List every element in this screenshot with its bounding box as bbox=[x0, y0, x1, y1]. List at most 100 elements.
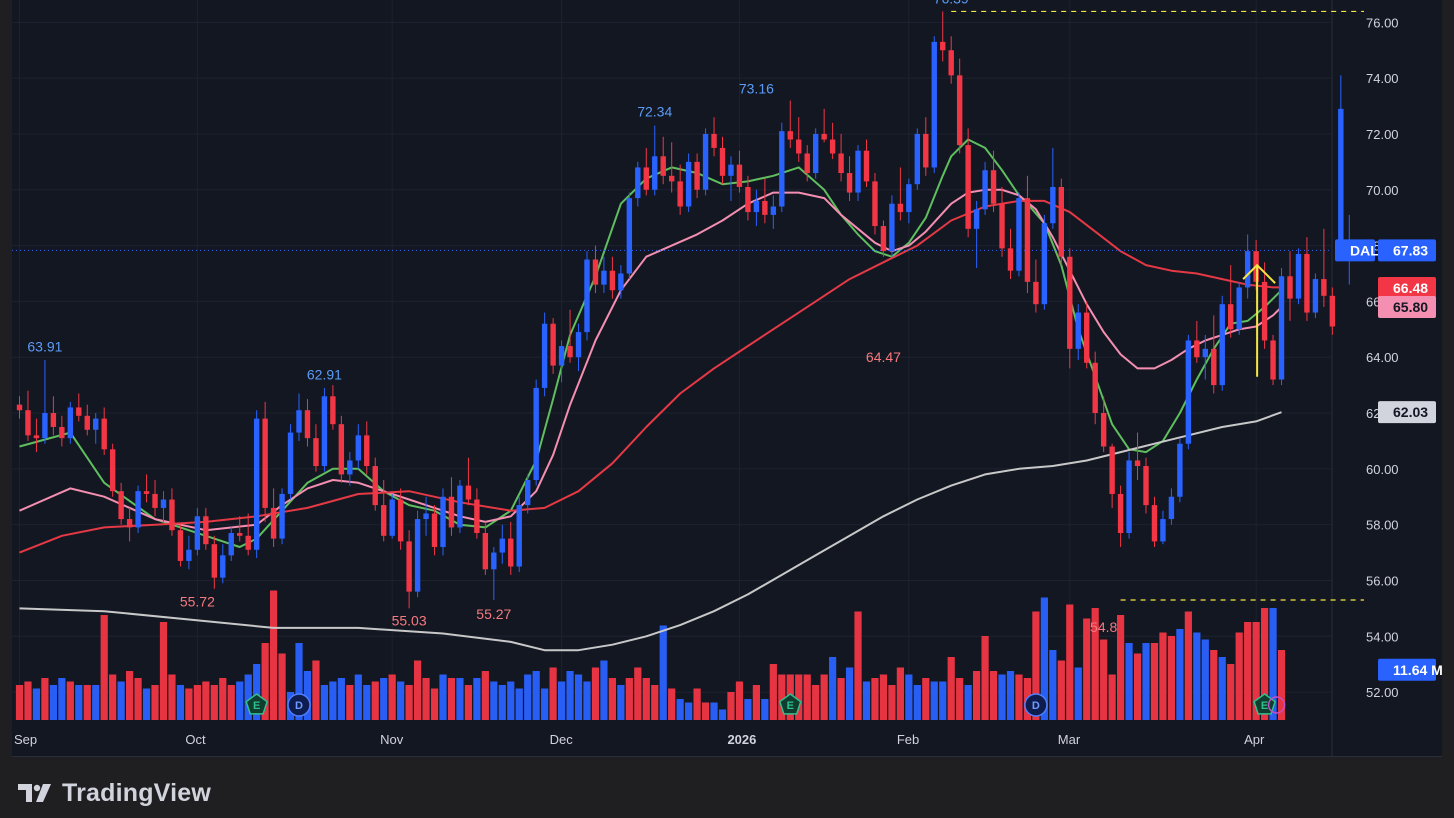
price-axis[interactable]: 52.0054.0056.0058.0060.0062.0064.0066.00… bbox=[1366, 15, 1399, 700]
candle-body bbox=[270, 507, 277, 539]
price-badge bbox=[1378, 277, 1436, 299]
volume-bar bbox=[320, 685, 329, 720]
volume-bar bbox=[329, 681, 337, 720]
price-chart[interactable]: 63.91 55.72 62.91 55.03 55.27 72.34 73.16 64.47… bbox=[12, 0, 1442, 756]
candle-body bbox=[956, 75, 963, 146]
candle-body bbox=[728, 164, 734, 176]
volume-bar bbox=[168, 674, 176, 720]
volume-bar bbox=[769, 664, 777, 720]
price-tick-label: 76.00 bbox=[1366, 15, 1399, 30]
candle-body bbox=[880, 226, 887, 252]
ma-line-ema-50 bbox=[19, 199, 1282, 554]
candle-body bbox=[414, 519, 421, 592]
volume-bar bbox=[617, 685, 625, 720]
volume-bar bbox=[964, 685, 972, 720]
candle-body bbox=[313, 438, 319, 467]
volume-bar bbox=[735, 681, 744, 720]
candle-body bbox=[1329, 295, 1336, 327]
time-tick-label: Sep bbox=[14, 732, 37, 747]
candle-body bbox=[829, 139, 836, 154]
earnings-marker-icon bbox=[778, 693, 802, 715]
candle-body bbox=[1287, 276, 1293, 299]
volume-bar bbox=[761, 699, 769, 720]
volume-bar bbox=[591, 667, 600, 720]
ma-line-ema-fast bbox=[19, 138, 1283, 548]
price-badge bbox=[1378, 658, 1436, 681]
chart-panel[interactable]: 63.91 55.72 62.91 55.03 55.27 72.34 73.16 64.47… bbox=[12, 0, 1442, 757]
volume-bar bbox=[15, 685, 24, 720]
candle-body bbox=[812, 133, 819, 174]
volume-bar bbox=[1142, 643, 1150, 720]
candle-body bbox=[457, 485, 463, 528]
candle-body bbox=[1312, 279, 1319, 313]
candle-body bbox=[304, 410, 311, 439]
price-tick-label: 60.00 bbox=[1366, 462, 1399, 477]
volume-bar bbox=[312, 660, 320, 720]
volume-bar bbox=[456, 678, 464, 720]
volume-bar bbox=[701, 702, 710, 720]
volume-bar bbox=[481, 671, 489, 720]
volume-bar bbox=[32, 688, 41, 720]
price-low-label: 54.8 bbox=[1090, 619, 1117, 635]
candle-body bbox=[762, 200, 768, 215]
candle-body bbox=[177, 530, 184, 561]
candle-body bbox=[838, 153, 844, 174]
volume-bar bbox=[388, 674, 396, 720]
volume-bar bbox=[871, 678, 879, 720]
volume-bar bbox=[109, 674, 117, 720]
candle-body bbox=[93, 418, 99, 430]
price-high-label: 63.91 bbox=[27, 339, 62, 355]
candle-body bbox=[685, 161, 692, 207]
candle-body bbox=[533, 387, 539, 480]
candle-body bbox=[931, 41, 937, 168]
volume-bar bbox=[905, 674, 913, 720]
candle-body bbox=[364, 435, 370, 467]
candle-body bbox=[1270, 340, 1276, 380]
volume-bar bbox=[524, 674, 532, 720]
symbol-badge-label: DAL bbox=[1350, 242, 1379, 258]
volume-bar bbox=[185, 688, 193, 720]
candle-body bbox=[719, 147, 726, 176]
price-tick-label: 64.00 bbox=[1366, 350, 1399, 365]
candle-body bbox=[474, 499, 480, 534]
volume-bar bbox=[1117, 615, 1125, 720]
volume-bar bbox=[439, 674, 447, 720]
volume-bar bbox=[151, 685, 159, 720]
candle-body bbox=[381, 505, 387, 536]
volume-bar bbox=[261, 643, 269, 720]
price-high-label: 73.16 bbox=[739, 81, 774, 97]
ma-line-sma-200 bbox=[19, 411, 1282, 652]
candle-body bbox=[220, 555, 226, 578]
candle-body bbox=[25, 410, 31, 436]
volume-bar bbox=[117, 681, 125, 720]
candle-body bbox=[940, 41, 946, 51]
volume-bar bbox=[981, 636, 989, 720]
time-axis[interactable]: Sep Oct Nov Dec 2026 Feb Mar Apr bbox=[14, 732, 1265, 747]
volume-bar bbox=[1235, 632, 1243, 720]
volume-bar bbox=[583, 681, 591, 720]
volume-bar bbox=[473, 678, 481, 720]
candle-body bbox=[990, 170, 997, 204]
volume-bar bbox=[930, 681, 938, 720]
volume-bar bbox=[83, 685, 91, 720]
earnings-marker-label: E bbox=[787, 700, 794, 712]
candle-body bbox=[652, 156, 658, 190]
candle-body bbox=[1092, 362, 1098, 414]
split-marker-icon bbox=[1267, 696, 1286, 714]
candle-body bbox=[736, 164, 743, 187]
candle-body bbox=[1321, 279, 1327, 296]
volume-bar bbox=[1252, 622, 1260, 720]
volume-bar bbox=[490, 681, 498, 720]
volume-bar bbox=[515, 688, 523, 720]
volume-bar bbox=[371, 681, 379, 720]
candle-body bbox=[50, 413, 57, 427]
price-badge-value: 62.03 bbox=[1393, 404, 1428, 420]
volume-bar bbox=[1227, 664, 1235, 720]
brand-footer[interactable]: TradingView bbox=[16, 778, 211, 808]
candle-body bbox=[889, 203, 895, 252]
volume-bar bbox=[1150, 643, 1159, 720]
volume-bar bbox=[270, 590, 278, 720]
price-badge bbox=[1378, 295, 1436, 318]
volume-bar bbox=[557, 681, 566, 720]
candle-body bbox=[186, 549, 192, 561]
